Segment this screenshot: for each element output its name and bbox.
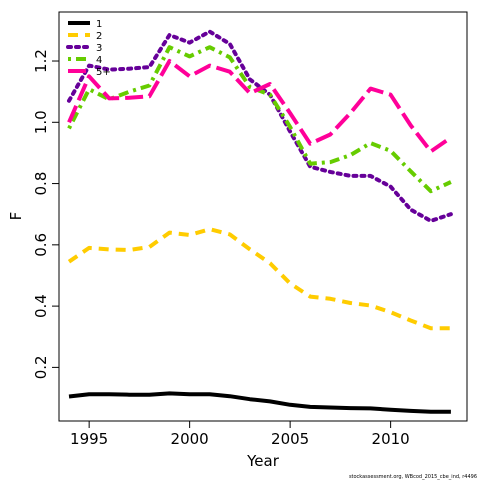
series-layer: [67, 29, 453, 414]
x-tick-label: 1995: [70, 430, 108, 448]
y-tick-label: 1.0: [32, 110, 50, 134]
series-line-2: [67, 227, 451, 331]
legend-label: 1: [96, 19, 102, 30]
series-line-4: [67, 45, 452, 194]
y-tick-label: 1.2: [32, 49, 50, 73]
legend-label: 4: [96, 55, 102, 66]
x-tick-label: 2000: [171, 430, 209, 448]
series-line-3: [67, 29, 453, 223]
x-tick-label: 2010: [372, 430, 410, 448]
legend-label: 2: [96, 31, 102, 42]
y-tick-label: 0.2: [32, 355, 50, 379]
y-tick-label: 0.6: [32, 233, 50, 257]
x-tick-label: 2005: [271, 430, 309, 448]
y-tick-label: 0.8: [32, 172, 50, 196]
legend-label: 3: [96, 43, 102, 54]
series-line-5plus: [67, 59, 453, 154]
series-line-1: [68, 391, 451, 414]
y-axis-title: F: [7, 212, 25, 221]
legend-label: 5+: [96, 67, 111, 78]
x-axis-title: Year: [246, 452, 280, 470]
y-tick-label: 0.4: [32, 294, 50, 318]
credit-text: stockassessment.org, WBcod_2015_cbe_ind,…: [349, 474, 477, 480]
plot-frame: [58, 11, 468, 422]
axes: 1995 2000 2005 2010 0.2 0.4 0.6 0.8 1.0 1.2: [32, 49, 410, 448]
